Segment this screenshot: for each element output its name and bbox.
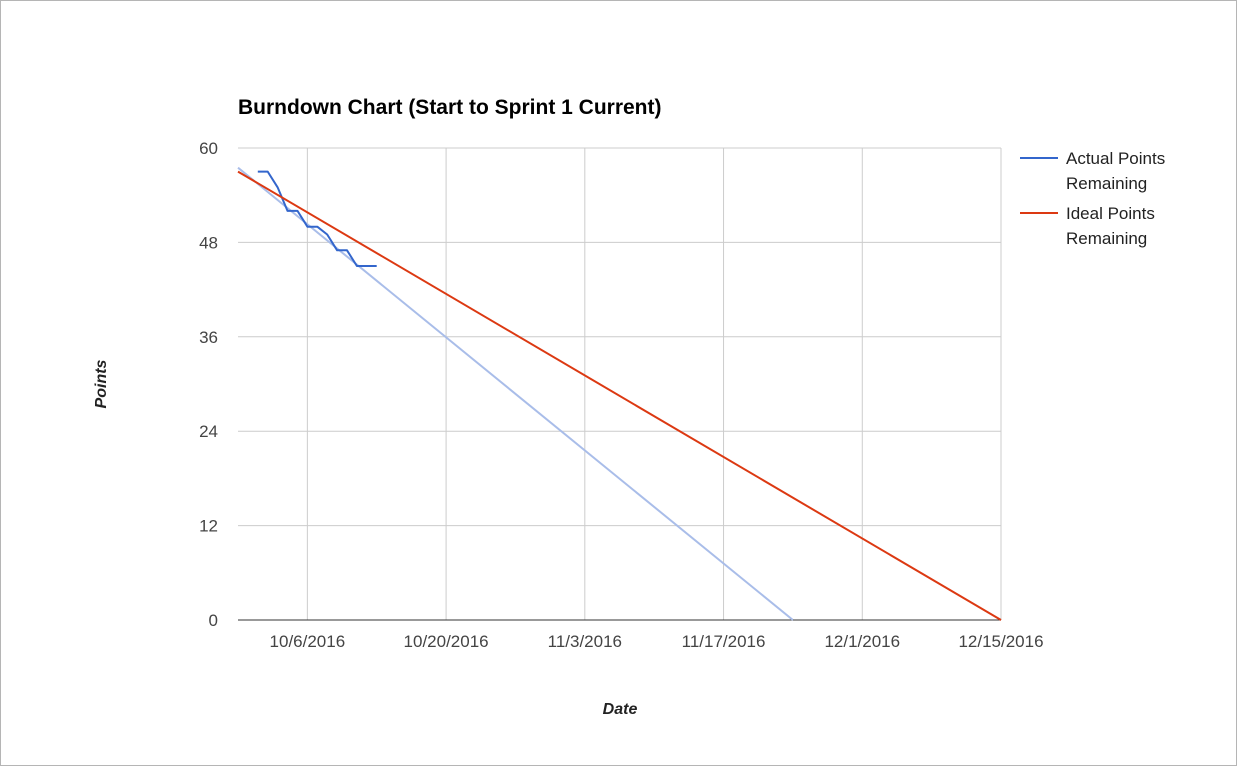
y-axis-ticks: 0 12 24 36 48 60 [199,139,218,630]
chart-title: Burndown Chart (Start to Sprint 1 Curren… [238,96,662,119]
y-tick-label: 36 [199,328,218,347]
y-tick-label: 60 [199,139,218,158]
legend: Actual Points Remaining Ideal Points Remain… [1020,149,1165,248]
x-tick-label: 10/20/2016 [404,632,489,651]
x-tick-label: 12/1/2016 [824,632,900,651]
x-tick-label: 11/3/2016 [548,632,622,651]
legend-label: Ideal Points Remaining [1066,204,1155,248]
y-tick-label: 24 [199,422,218,441]
series-layer [237,170,1002,621]
actual-trendline [237,166,794,621]
x-tick-label: 10/6/2016 [270,632,346,651]
y-tick-label: 48 [199,233,218,252]
y-axis-title: Points [93,359,110,408]
actual-points-line [257,170,377,267]
y-tick-label: 0 [209,611,218,630]
y-tick-label: 12 [199,517,218,536]
x-tick-label: 11/17/2016 [682,632,766,651]
trendline-layer [237,166,794,621]
ideal-points-line [237,170,1002,621]
legend-item[interactable]: Ideal Points Remaining [1020,204,1155,248]
gridlines [238,147,1002,620]
x-axis-ticks: 10/6/2016 10/20/2016 11/3/2016 11/17/2016 12… [270,632,1044,651]
x-tick-label: 12/15/2016 [958,632,1043,651]
legend-item[interactable]: Actual Points Remaining [1020,149,1165,193]
x-axis-title: Date [603,701,638,718]
legend-label: Actual Points Remaining [1066,149,1165,193]
